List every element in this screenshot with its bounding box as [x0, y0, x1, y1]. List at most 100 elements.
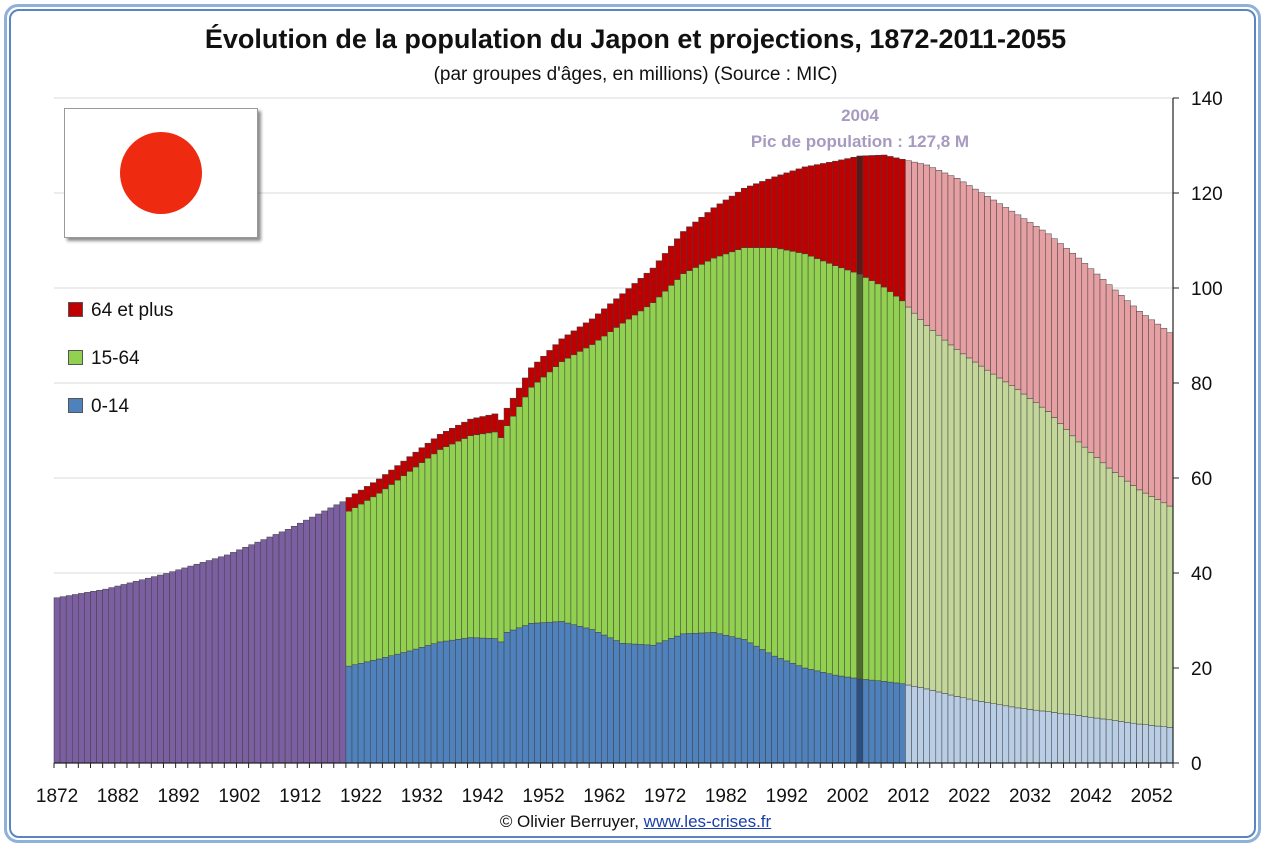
y-tick-label: 140 — [1191, 89, 1223, 110]
x-tick-label: 2002 — [826, 786, 868, 807]
bar-segment-0-14 — [984, 702, 991, 764]
japan-flag-icon — [64, 108, 258, 238]
bar-segment-15-64 — [588, 344, 596, 630]
bar-segment-15-64 — [832, 265, 839, 676]
bar-segment-15-64 — [388, 484, 395, 656]
bar-total — [132, 581, 140, 764]
bar-segment-64-plus — [880, 154, 888, 288]
bar-segment-64-plus — [704, 212, 712, 262]
bar-segment-0-14 — [1057, 712, 1064, 764]
bar-segment-15-64 — [345, 511, 353, 667]
bar-segment-0-14 — [1026, 709, 1034, 764]
bar-segment-0-14 — [351, 664, 359, 764]
bar-total — [278, 531, 286, 764]
bar-total — [224, 554, 231, 764]
bar-segment-0-14 — [430, 643, 438, 764]
bar-segment-64-plus — [692, 221, 699, 268]
bar-segment-64-plus — [935, 170, 943, 336]
bar-segment-15-64 — [515, 406, 523, 629]
bar-segment-0-14 — [698, 632, 705, 764]
bar-segment-64-plus — [807, 165, 815, 257]
bar-total — [272, 534, 280, 764]
y-tick-label: 40 — [1191, 564, 1212, 585]
bar-segment-15-64 — [905, 306, 912, 686]
x-tick-label: 2012 — [887, 786, 929, 807]
bar-segment-64-plus — [990, 199, 997, 375]
bar-segment-64-plus — [558, 338, 566, 362]
x-tick-label: 1992 — [766, 786, 808, 807]
bar-total — [102, 588, 109, 764]
bar-segment-0-14 — [1002, 705, 1010, 764]
bar-segment-15-64 — [1099, 462, 1107, 720]
bar-segment-0-14 — [461, 638, 468, 764]
bar-segment-64-plus — [595, 313, 602, 341]
bar-segment-0-14 — [357, 663, 365, 764]
bar-segment-0-14 — [613, 640, 620, 764]
bar-segment-15-64 — [564, 357, 572, 624]
bar-segment-64-plus — [637, 278, 645, 312]
bar-segment-0-14 — [503, 632, 511, 764]
bar-segment-15-64 — [1166, 505, 1174, 728]
bar-segment-0-14 — [832, 674, 839, 764]
bar-segment-0-14 — [667, 638, 675, 764]
bar-segment-0-14 — [680, 633, 687, 764]
bar-segment-0-14 — [412, 648, 420, 764]
bar-segment-64-plus — [844, 158, 851, 271]
bar-segment-64-plus — [765, 178, 772, 248]
bar-segment-15-64 — [704, 260, 712, 633]
bar-segment-0-14 — [449, 639, 456, 764]
bar-segment-64-plus — [655, 260, 663, 298]
bar-segment-15-64 — [582, 347, 590, 629]
bar-total — [71, 594, 79, 764]
bar-segment-64-plus — [400, 460, 407, 476]
bar-segment-0-14 — [400, 652, 407, 764]
bar-segment-0-14 — [1154, 725, 1162, 764]
bar-segment-64-plus — [868, 155, 876, 281]
bar-segment-64-plus — [1154, 323, 1162, 500]
bar-segment-0-14 — [1142, 724, 1149, 764]
bar-segment-64-plus — [582, 322, 590, 349]
bar-segment-64-plus — [376, 478, 383, 494]
bar-segment-15-64 — [442, 446, 450, 642]
bar-segment-15-64 — [686, 270, 693, 634]
legend-label-working: 15-64 — [91, 348, 140, 369]
bar-total — [260, 539, 268, 764]
footer-link[interactable]: www.les-crises.fr — [643, 812, 772, 831]
bar-total — [199, 562, 207, 764]
bar-segment-15-64 — [838, 267, 845, 677]
bar-segment-64-plus — [430, 438, 438, 455]
bar-segment-64-plus — [351, 493, 359, 508]
bar-segment-64-plus — [528, 367, 535, 388]
bar-segment-15-64 — [747, 247, 754, 644]
bar-segment-64-plus — [1002, 207, 1010, 383]
bar-segment-64-plus — [369, 482, 377, 498]
bar-segment-64-plus — [522, 377, 529, 398]
bar-segment-0-14 — [1148, 725, 1156, 764]
bar-segment-15-64 — [424, 457, 432, 646]
bar-segment-15-64 — [820, 260, 827, 673]
bar-segment-15-64 — [674, 279, 681, 637]
bar-segment-0-14 — [1130, 722, 1137, 764]
bar-segment-15-64 — [789, 251, 797, 664]
bar-segment-15-64 — [382, 488, 389, 658]
bar-segment-0-14 — [820, 672, 827, 764]
bar-segment-0-14 — [564, 622, 572, 764]
bar-segment-0-14 — [509, 629, 517, 764]
bar-segment-15-64 — [844, 269, 851, 678]
bar-segment-15-64 — [643, 306, 651, 646]
bar-segment-15-64 — [503, 425, 511, 633]
bar-segment-15-64 — [1063, 429, 1070, 715]
bar-segment-64-plus — [1136, 311, 1143, 491]
bar-total — [211, 558, 219, 764]
x-tick-label: 1942 — [462, 786, 504, 807]
bar-total — [175, 569, 182, 764]
bar-segment-15-64 — [680, 273, 687, 635]
bar-segment-0-14 — [1032, 709, 1040, 764]
bar-segment-64-plus — [601, 308, 608, 337]
bar-segment-0-14 — [880, 681, 888, 764]
bar-segment-0-14 — [734, 637, 742, 764]
bar-segment-15-64 — [1002, 381, 1010, 707]
bar-segment-15-64 — [1154, 499, 1162, 727]
bar-segment-0-14 — [485, 638, 493, 764]
